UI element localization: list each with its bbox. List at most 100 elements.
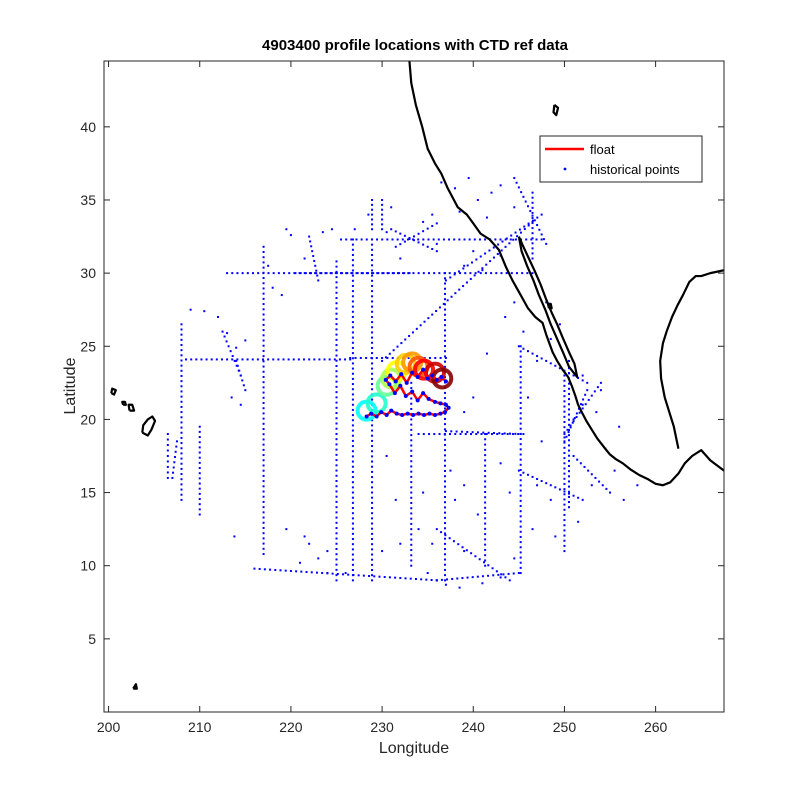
historical-point [536,224,539,227]
historical-point [440,181,443,184]
historical-point [466,264,469,267]
historical-point [371,248,374,251]
historical-point [484,533,487,536]
historical-point [484,522,487,525]
historical-point [371,486,374,489]
historical-point [391,272,394,275]
historical-point [313,259,316,262]
historical-point [519,489,522,492]
historical-point [442,238,445,241]
historical-point [262,339,265,342]
historical-point [180,380,183,383]
historical-point [460,430,463,433]
historical-point [523,228,526,231]
historical-point [563,467,566,470]
historical-point [335,485,338,488]
historical-point [568,506,570,509]
float-track-point [405,411,410,416]
historical-point [554,535,557,538]
historical-point [335,349,338,352]
historical-point [253,567,256,570]
historical-point [426,245,429,248]
historical-point [371,429,374,432]
historical-point [371,419,374,422]
historical-point [568,392,570,395]
historical-point [335,312,338,315]
historical-point [371,424,374,427]
historical-point [433,272,436,275]
historical-point [180,385,183,388]
historical-point [335,574,338,577]
historical-point [420,578,423,581]
historical-point [390,206,393,209]
historical-point [444,527,446,530]
historical-point [262,287,265,290]
historical-point [427,238,430,241]
historical-point [351,538,354,541]
historical-point [351,259,354,262]
historical-point [324,272,327,275]
historical-point [448,537,451,540]
historical-point [531,257,534,260]
historical-point [351,272,354,275]
legend-box [539,135,703,183]
historical-point [478,238,481,241]
historical-point [335,453,338,456]
historical-point [288,272,291,275]
historical-point [262,318,265,321]
historical-point [235,346,238,349]
historical-point [340,238,343,241]
historical-point [262,464,265,467]
historical-point [545,359,548,362]
historical-point [476,513,479,516]
historical-point [321,571,324,574]
historical-point [524,200,527,203]
historical-point [568,413,570,416]
float-track-point [422,413,427,418]
historical-point [482,431,485,434]
historical-point [180,354,183,357]
historical-point [427,317,430,320]
historical-point [230,396,233,399]
historical-point [262,308,265,311]
historical-point [408,237,411,240]
historical-point [388,352,391,355]
historical-point [519,391,522,394]
historical-point [381,198,384,201]
historical-point [444,480,446,483]
historical-point [484,554,487,557]
historical-point [444,522,446,525]
historical-point [351,512,354,515]
historical-point [378,575,381,578]
historical-point [450,430,453,433]
plot-area: 200 210 220 230 240 250 260 5 10 15 20 25 30 35 40 [80,60,725,735]
historical-point [386,356,389,359]
historical-point [261,358,264,361]
historical-point [198,472,201,475]
historical-point [563,405,566,408]
y-tick-label: 25 [80,338,96,354]
historical-point [381,228,384,231]
historical-point [335,302,338,305]
historical-point [262,250,265,253]
historical-point [549,337,552,340]
float-track-point [415,374,420,379]
historical-point [593,390,596,393]
historical-point [262,495,265,498]
historical-point [563,433,566,436]
historical-point [581,403,584,406]
historical-point [536,484,539,487]
historical-point [515,181,518,184]
historical-point [314,272,317,275]
historical-point [350,272,353,275]
historical-point [549,484,552,487]
historical-point [371,450,374,453]
historical-point [267,272,270,275]
historical-point [444,506,446,509]
historical-point [618,425,621,428]
historical-point [454,498,457,501]
historical-point [563,462,566,465]
historical-point [488,249,491,252]
historical-point [491,567,494,570]
historical-point [410,491,413,494]
